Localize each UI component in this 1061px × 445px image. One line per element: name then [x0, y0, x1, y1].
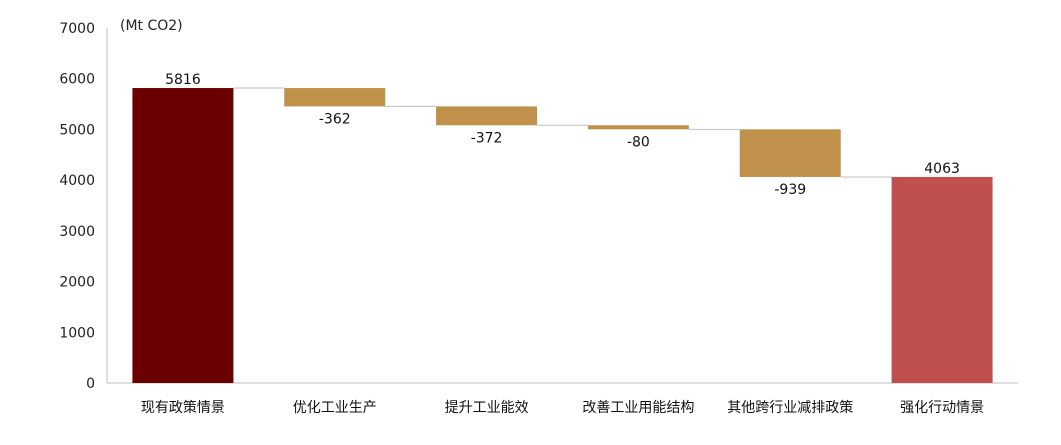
bar-4 [587, 125, 689, 130]
bar-1 [132, 88, 234, 383]
y-tick-label: 7000 [59, 21, 95, 37]
y-tick-label: 3000 [59, 224, 95, 240]
category-label: 现有政策情景 [141, 399, 225, 416]
category-labels: 现有政策情景 优化工业生产 提升工业能效 改善工业用能结构 其他跨行业减排政策 强化行动情… [141, 399, 984, 416]
data-labels: 5816 -362 -372 -80 -939 4063 [165, 72, 960, 198]
category-label: 优化工业生产 [293, 400, 377, 416]
bar-2 [284, 88, 386, 107]
data-label: 5816 [165, 72, 201, 88]
category-label: 改善工业用能结构 [582, 400, 694, 416]
y-tick-label: 6000 [59, 72, 95, 88]
y-tick-label: 1000 [59, 325, 95, 341]
data-label: -939 [774, 182, 806, 198]
y-tick-label: 2000 [59, 275, 95, 291]
bars [132, 88, 993, 383]
y-tick-label: 4000 [59, 173, 95, 189]
data-label: -362 [319, 111, 351, 127]
unit-label: (Mt CO2) [120, 18, 183, 34]
category-label: 提升工业能效 [445, 400, 529, 416]
category-label: 其他跨行业减排政策 [727, 399, 853, 416]
data-label: -80 [627, 134, 650, 150]
connector-lines [233, 87, 892, 178]
data-label: 4063 [924, 161, 960, 177]
y-tick-label: 5000 [59, 122, 95, 138]
bar-5 [739, 129, 841, 177]
category-label: 强化行动情景 [900, 400, 984, 416]
bar-6 [891, 176, 993, 383]
bar-3 [436, 106, 538, 126]
y-tick-labels: 0 1000 2000 3000 4000 5000 6000 7000 [59, 21, 95, 392]
data-label: -372 [471, 130, 503, 146]
y-tick-label: 0 [86, 376, 95, 392]
